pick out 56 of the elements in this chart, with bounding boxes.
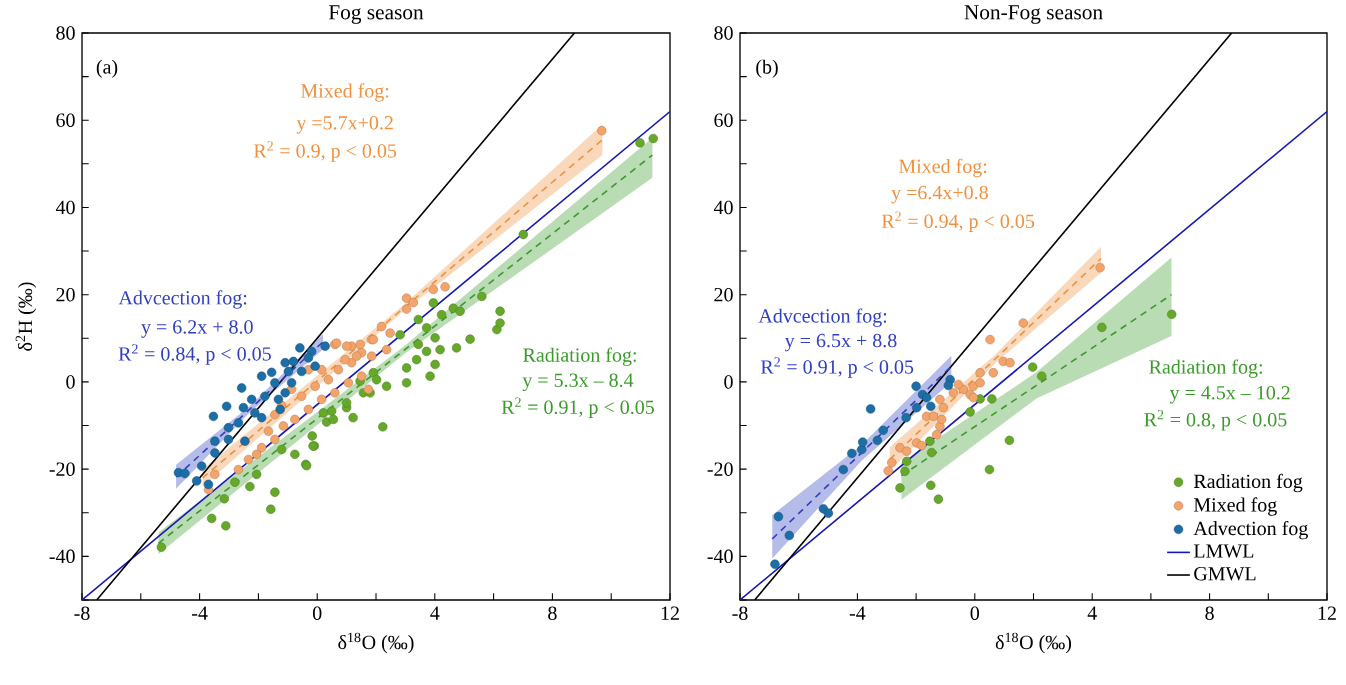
y-tick-label: 0 [66, 375, 75, 389]
annotation: Advcection fog: [118, 290, 247, 309]
x-tick-label: 8 [548, 606, 557, 620]
y-tick-label: 40 [713, 200, 733, 215]
annotation: Advcection fog: [758, 308, 887, 327]
x-tick-label: -4 [849, 606, 866, 620]
annotation: y = 6.2x + 8.0 [141, 320, 253, 338]
x-tick-label: 4 [1087, 606, 1097, 620]
annotation: y = 5.3x – 8.4 [522, 373, 634, 392]
annotation: R$^{2}$ = 0.91, p < 0.05 [501, 397, 654, 419]
legend-label: Radiation fog [1193, 473, 1303, 493]
y-tick-label: 20 [56, 287, 75, 302]
y-tick-label: -40 [49, 549, 75, 564]
y-tick-label: 40 [55, 200, 75, 215]
x-axis-title: δ$^{18}$O (‰) [995, 632, 1072, 654]
y-tick-label: 60 [56, 113, 75, 127]
x-tick-label: 12 [1318, 606, 1336, 620]
annotation: R$^{2}$ = 0.94, p < 0.05 [881, 211, 1035, 233]
annotation: R$^{2}$ = 0.84, p < 0.05 [118, 344, 271, 365]
y-tick-label: 0 [724, 375, 733, 389]
x-axis-title: δ$^{18}$O (‰) [338, 632, 414, 654]
legend-label: Advection fog [1193, 520, 1308, 540]
y-tick-label: -40 [707, 549, 733, 564]
chart-title: Fog season [328, 5, 424, 24]
y-axis-title: δ$^{2}$H (‰) [15, 282, 37, 351]
x-tick-label: -4 [192, 606, 208, 620]
annotation: R$^{2}$ = 0.8, p < 0.05 [1144, 410, 1287, 431]
annotation: Mixed fog: [301, 83, 389, 102]
x-tick-label: -8 [74, 606, 90, 620]
annotation: Radiation fog: [1149, 359, 1262, 378]
x-tick-label: 4 [430, 606, 440, 620]
y-tick-label: 80 [714, 26, 733, 40]
annotation: (b) [756, 59, 778, 78]
y-tick-label: 20 [714, 287, 733, 302]
x-tick-label: 0 [312, 606, 322, 620]
legend-label: Mixed fog [1193, 497, 1277, 516]
annotation: y = 6.5x + 8.8 [784, 333, 897, 352]
annotation: R$^{2}$ = 0.91, p < 0.05 [760, 357, 914, 378]
annotation: Mixed fog: [898, 158, 987, 178]
x-tick-label: 12 [661, 606, 679, 620]
annotation: y = 4.5x – 10.2 [1169, 385, 1290, 404]
y-tick-label: 60 [714, 113, 733, 127]
annotation: R$^{2}$ = 0.9, p < 0.05 [253, 141, 397, 162]
y-tick-label: -20 [49, 462, 75, 476]
x-tick-label: -8 [732, 606, 748, 620]
y-tick-label: -20 [707, 462, 733, 476]
annotation: y =5.7x+0.2 [296, 116, 393, 134]
x-tick-label: 0 [970, 606, 980, 620]
annotation: (a) [96, 59, 118, 78]
y-tick-label: 80 [56, 26, 75, 40]
annotation: y =6.4x+0.8 [891, 185, 988, 204]
legend-label: LMWL [1193, 544, 1254, 558]
legend-label: GMWL [1194, 567, 1256, 581]
annotation: Radiation fog: [523, 347, 636, 366]
x-tick-label: 8 [1205, 606, 1214, 620]
chart-title: Non-Fog season [964, 5, 1103, 24]
